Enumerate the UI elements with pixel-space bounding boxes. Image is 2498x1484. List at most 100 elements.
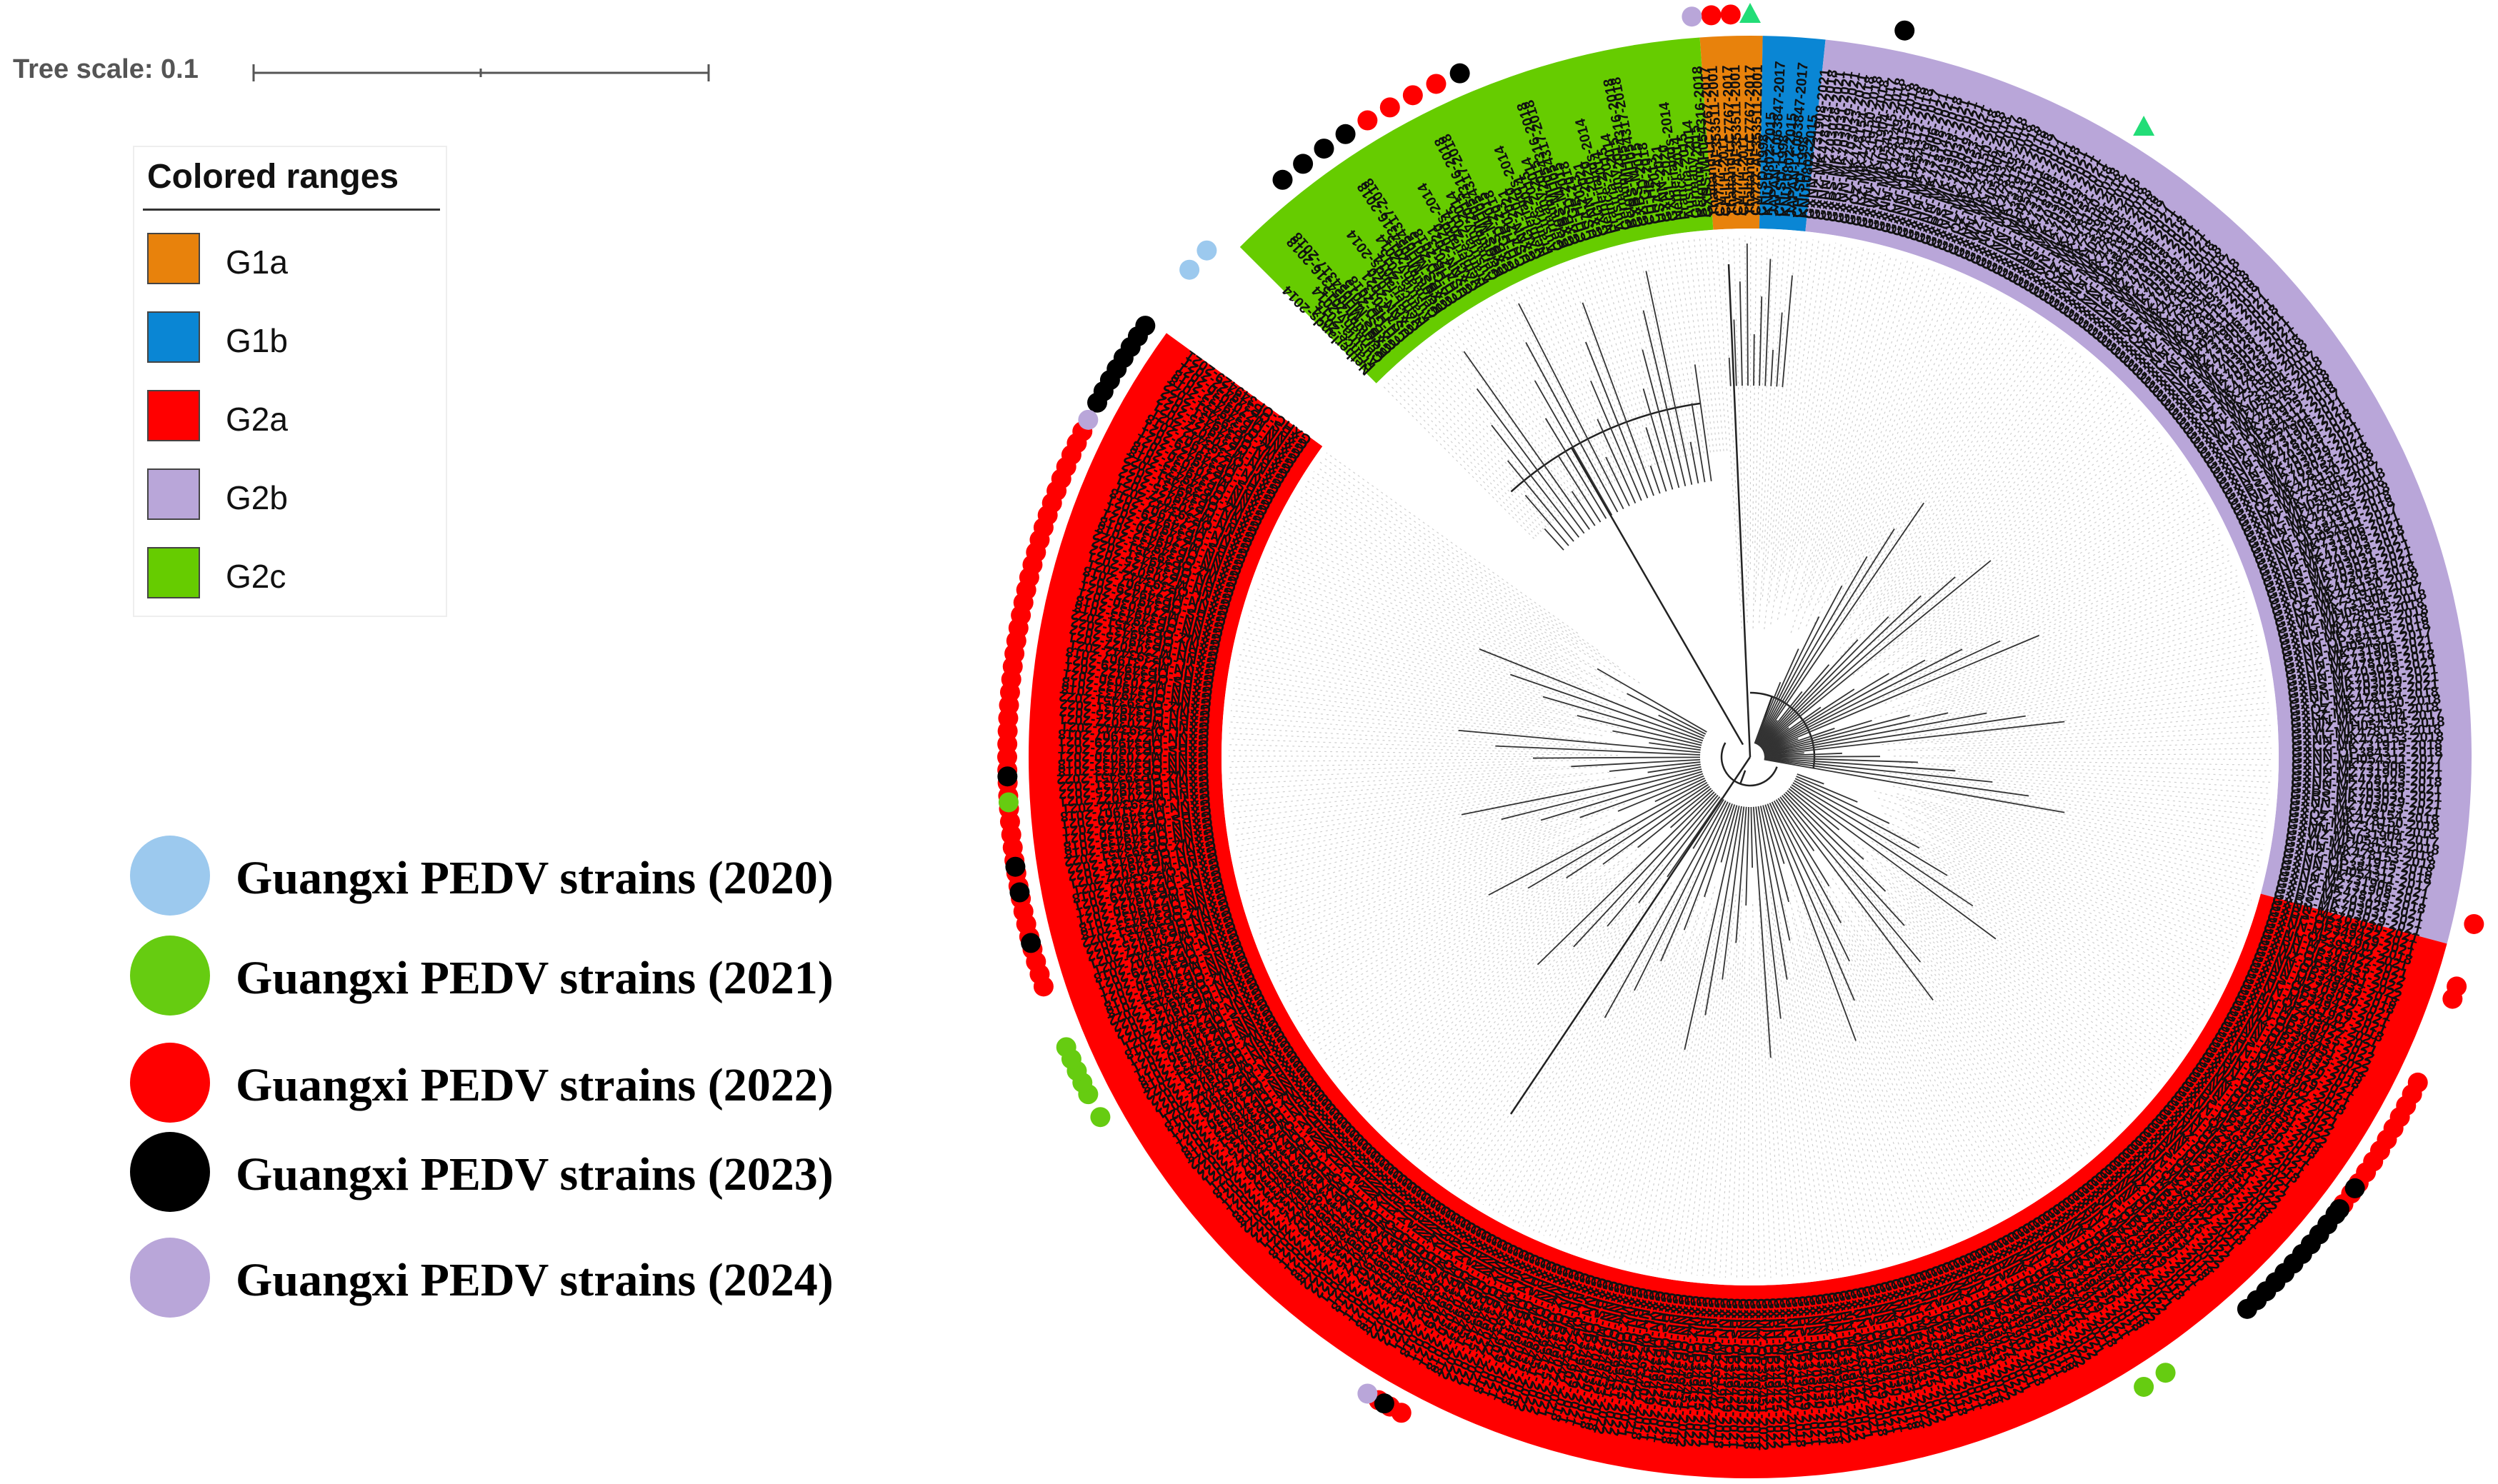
leaf-leader-line bbox=[1792, 977, 1851, 1269]
leaf-leader-line bbox=[1758, 236, 1786, 623]
leaf-leader-line bbox=[1512, 878, 1689, 1222]
legend-label-g2b: G2b bbox=[226, 479, 288, 516]
year-marker-2023 bbox=[997, 766, 1018, 787]
leaf-leader-line bbox=[1919, 445, 2169, 632]
leaf-leader-line bbox=[1812, 878, 1989, 1221]
leaf-leader-line bbox=[1431, 903, 1637, 1170]
leaf-leader-line bbox=[1881, 805, 2239, 938]
leaf-leader-line bbox=[1471, 316, 1587, 498]
leaf-label: GXNN-MZ703030-2021 bbox=[1058, 748, 1209, 764]
year-legend-2020: Guangxi PEDV strains (2020) bbox=[130, 836, 987, 924]
year-marker-2022 bbox=[1379, 97, 1400, 118]
leaf-leader-line bbox=[1237, 785, 1597, 853]
leaf-leader-line bbox=[1872, 867, 2137, 1108]
year-marker-2023 bbox=[1005, 856, 1026, 877]
leaf-leader-line bbox=[1492, 880, 1681, 1211]
leaf-leader-line bbox=[1739, 236, 1748, 623]
leaf-leader-line bbox=[1708, 941, 1736, 1277]
leaf-leader-line bbox=[1264, 566, 1560, 683]
leaf-leader-line bbox=[1792, 256, 1897, 612]
leaf-leader-line bbox=[1507, 901, 1675, 1219]
leaf-leader-line bbox=[1364, 897, 1597, 1109]
leaf-leader-line bbox=[1379, 899, 1607, 1125]
leaf-leader-line bbox=[1306, 839, 1617, 1032]
leaf-leader-line bbox=[1274, 828, 1591, 972]
leaf-leader-line bbox=[1520, 288, 1616, 481]
leaf-leader-line bbox=[1925, 765, 2272, 783]
leaf-leader-line bbox=[1888, 646, 2260, 728]
leaf-leader-line bbox=[1457, 325, 1579, 503]
leaf-leader-line bbox=[1972, 762, 2272, 772]
leaf-leader-line bbox=[1887, 423, 2152, 643]
legend-label-g1b: G1b bbox=[226, 322, 288, 359]
leaf-leader-line bbox=[1244, 631, 1569, 713]
year-label-2022: Guangxi PEDV strains (2022) bbox=[236, 1059, 834, 1111]
leaf-leader-line bbox=[1853, 933, 2014, 1208]
leaf-leader-line bbox=[1802, 258, 1903, 588]
leaf-leader-line bbox=[1811, 265, 1924, 584]
leaf-leader-line bbox=[1736, 909, 1747, 1278]
leaf-leader-line bbox=[1360, 846, 1650, 1105]
leaf-leader-line bbox=[1902, 691, 2268, 738]
leaf-leader-line bbox=[1889, 830, 2212, 1001]
leaf-leader-line bbox=[1467, 319, 1584, 500]
leaf-leader-line bbox=[1646, 928, 1716, 1268]
legend-item-g2a: G2a bbox=[147, 390, 433, 444]
leaf-leader-line bbox=[1237, 659, 1598, 729]
leaf-leader-line bbox=[1786, 924, 1862, 1267]
leaf-leader-line bbox=[1652, 903, 1723, 1270]
year-marker-2023 bbox=[1021, 933, 1041, 953]
legend-title: Colored ranges bbox=[147, 158, 399, 196]
leaf-leader-line bbox=[1527, 898, 1684, 1229]
year-dot-2022 bbox=[130, 1043, 210, 1123]
year-marker-2023 bbox=[1894, 20, 1915, 41]
leaf-leader-line bbox=[1844, 284, 1972, 557]
colored-ranges-legend: Colored ranges G1a G1b G2a G2b G2c bbox=[133, 146, 447, 617]
leaf-leader-line bbox=[1871, 876, 2122, 1124]
leaf-leader-line bbox=[1229, 766, 1577, 785]
leaf-leader-line bbox=[1874, 601, 2249, 719]
leaf-leader-line bbox=[1907, 825, 2229, 965]
year-legend-2021: Guangxi PEDV strains (2021) bbox=[130, 936, 987, 1024]
leaf-leader-line bbox=[1764, 239, 1808, 630]
year-marker-2024 bbox=[1682, 6, 1702, 27]
leaf-leader-line bbox=[1229, 763, 1524, 774]
leaf-leader-line bbox=[1852, 431, 2159, 676]
leaf-leader-line bbox=[1263, 831, 1557, 946]
year-marker-2021 bbox=[1090, 1107, 1111, 1128]
leaf-leader-line bbox=[1782, 958, 1834, 1272]
leaf-leader-line bbox=[1849, 334, 2056, 619]
leaf-leader-line bbox=[1848, 385, 2117, 657]
leaf-leader-line bbox=[1752, 236, 1763, 629]
leaf-leader-line bbox=[1899, 607, 2250, 713]
year-marker-2020 bbox=[1196, 240, 1217, 261]
leaf-label: GXNN-MZ703030-2021 bbox=[1732, 1298, 1750, 1450]
leaf-leader-line bbox=[1933, 858, 2207, 1011]
year-dot-2024 bbox=[130, 1238, 210, 1318]
leaf-leader-line bbox=[1495, 301, 1602, 489]
leaf-leader-line bbox=[1974, 685, 2267, 727]
legend-label-g2c: G2c bbox=[226, 558, 286, 595]
leaf-leader-line bbox=[1298, 495, 1600, 671]
leaf-leader-line bbox=[1293, 505, 1557, 651]
leaf-leader-line bbox=[1921, 673, 2265, 731]
legend-swatch-g1b bbox=[147, 311, 200, 363]
leaf-leader-line bbox=[1836, 961, 1954, 1238]
year-marker-2024 bbox=[1357, 1383, 1378, 1404]
leaf-leader-line bbox=[1823, 903, 1984, 1223]
leaf-leader-line bbox=[1275, 541, 1627, 701]
leaf-leader-line bbox=[1440, 863, 1672, 1177]
leaf-leader-line bbox=[1229, 756, 1545, 758]
leaf-leader-line bbox=[1309, 826, 1639, 1037]
leaf-leader-line bbox=[1462, 321, 1582, 501]
leaf-leader-line bbox=[1254, 799, 1618, 919]
leaf-leader-line bbox=[1931, 837, 2227, 971]
leaf-leader-line bbox=[1716, 236, 1743, 629]
leaf-leader-line bbox=[1342, 861, 1620, 1083]
leaf-leader-line bbox=[1922, 801, 2255, 890]
leaf-leader-line bbox=[1487, 902, 1666, 1208]
legend-divider bbox=[143, 209, 440, 211]
leaf-leader-line bbox=[1809, 271, 1941, 606]
sector-g2a bbox=[1029, 333, 2447, 1478]
leaf-label: GXWZ-OP393451-2022 bbox=[1752, 1298, 1771, 1451]
